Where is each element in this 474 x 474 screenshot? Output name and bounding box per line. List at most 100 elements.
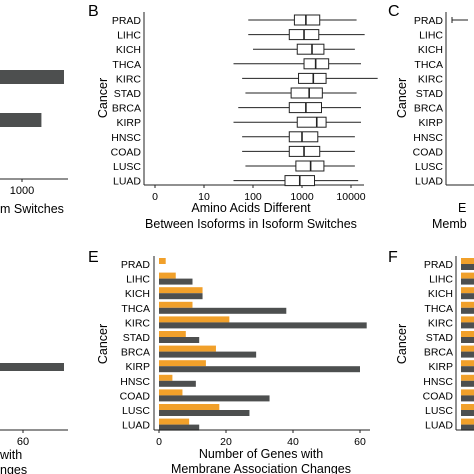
- panel-e-bar-gray-kirp: [159, 366, 360, 373]
- panel-d: 60 with nges: [0, 363, 68, 474]
- panel-e-bar-orange-lihc: [159, 272, 176, 279]
- panel-letter-c: C: [388, 3, 400, 20]
- panel-e-category-label-kirp: KIRP: [125, 361, 150, 373]
- panel-b-category-label-kich: KICH: [116, 44, 141, 56]
- panel-e: Cancer PRAD LIHC KICH THCA KIRC STAD BRCA KIRP H…: [96, 256, 370, 474]
- panel-f-bars: [461, 258, 474, 431]
- panel-f: Cancer PRAD LIHC KICH THCA KIRC STAD BRCA KIRP H…: [395, 256, 474, 432]
- panel-e-category-label-brca: BRCA: [121, 347, 150, 359]
- panel-f-category-label-hnsc: HNSC: [423, 376, 453, 388]
- panel-f-bar-gray-lusc: [461, 410, 474, 416]
- panel-f-category-label-kirp: KIRP: [428, 361, 453, 373]
- panel-c-category-label-lusc: LUSC: [415, 161, 443, 173]
- panel-a-bar-1: [0, 113, 42, 127]
- panel-f-bar-gray-kirc: [461, 322, 474, 329]
- panel-b-category-label-brca: BRCA: [112, 103, 141, 115]
- panel-b-category-label-luad: LUAD: [113, 176, 141, 188]
- panel-c-category-label-lihc: LIHC: [419, 30, 443, 42]
- panel-f-bar-orange-luad: [461, 418, 474, 425]
- panel-b-x-label-line1: Amino Acids Different: [191, 201, 311, 215]
- panel-e-category-label-kirc: KIRC: [125, 317, 151, 329]
- panel-e-category-label-lihc: LIHC: [126, 274, 150, 286]
- panel-d-bar-0: [0, 363, 64, 371]
- panel-b-category-label-thca: THCA: [112, 59, 141, 71]
- panel-e-bar-orange-luad: [159, 418, 190, 425]
- panel-b-boxes: [233, 14, 378, 187]
- panel-e-x-label-line1: Number of Genes with: [199, 447, 323, 461]
- panel-b-category-label-coad: COAD: [111, 146, 142, 158]
- panel-b-x-tick-label: 1000: [290, 191, 314, 203]
- panel-e-bar-gray-lihc: [159, 278, 193, 285]
- panel-b-box-hnsc: [288, 131, 319, 143]
- panel-letter-f: F: [388, 249, 398, 266]
- panel-e-category-label-lusc: LUSC: [122, 405, 150, 417]
- panel-b-category-label-hnsc: HNSC: [111, 132, 141, 144]
- panel-b-category-label-kirc: KIRC: [116, 73, 142, 85]
- panel-a-bar-0: [0, 70, 64, 84]
- panel-f-bar-orange-thca: [461, 301, 474, 308]
- panel-e-bar-orange-kirp: [159, 360, 206, 367]
- panel-a-x-tick-label: 1000: [10, 185, 34, 197]
- panel-f-y-label: Cancer: [395, 324, 409, 364]
- panel-c: Cancer PRAD LIHC KICH THCA KIRC STAD BRCA KIRP H…: [395, 12, 474, 231]
- panel-b-x-tick-label: 100: [244, 191, 262, 203]
- panel-c-category-label-prad: PRAD: [414, 15, 444, 27]
- panel-c-category-labels: PRAD LIHC KICH THCA KIRC STAD BRCA KIRP HNSC COAD…: [413, 15, 444, 188]
- panel-e-x-tick-label: 0: [156, 436, 162, 448]
- panel-f-category-label-brca: BRCA: [424, 347, 453, 359]
- panel-b-box-kich: [296, 43, 325, 55]
- panel-c-category-label-hnsc: HNSC: [413, 132, 443, 144]
- panel-c-x-label-fragment-1: E: [458, 201, 466, 215]
- panel-f-bar-orange-hnsc: [461, 374, 474, 381]
- panel-f-bar-orange-lusc: [461, 404, 474, 410]
- panel-e-x-tick-label: 20: [220, 436, 232, 448]
- panel-b-category-label-stad: STAD: [114, 88, 142, 100]
- panel-e-bars: [159, 258, 367, 431]
- panel-c-category-label-coad: COAD: [413, 146, 444, 158]
- panel-f-category-label-luad: LUAD: [425, 420, 453, 432]
- panel-e-y-label: Cancer: [96, 324, 110, 364]
- panel-f-bar-gray-prad: [461, 264, 474, 270]
- panel-e-bar-orange-lusc: [159, 404, 220, 410]
- panel-e-bar-gray-kirc: [159, 322, 367, 329]
- panel-b-category-labels: PRAD LIHC KICH THCA KIRC STAD BRCA KIRP HNSC COAD…: [111, 15, 142, 188]
- panel-e-category-label-hnsc: HNSC: [120, 376, 150, 388]
- panel-f-bar-orange-brca: [461, 345, 474, 352]
- panel-d-x-tick-label: 60: [17, 436, 29, 448]
- panel-e-bar-gray-hnsc: [159, 380, 196, 387]
- panel-f-bar-orange-coad: [461, 389, 474, 396]
- panel-d-bars: [0, 363, 64, 371]
- panel-f-bar-gray-kirp: [461, 366, 474, 373]
- panel-a-bars: [0, 70, 64, 127]
- panel-e-category-label-kich: KICH: [125, 288, 150, 300]
- panel-c-category-label-stad: STAD: [416, 88, 444, 100]
- panel-e-x-label-line2: Membrane Association Changes: [171, 462, 351, 474]
- panel-f-bar-gray-lihc: [461, 278, 474, 285]
- panel-e-x-tick-label: 60: [354, 436, 366, 448]
- panel-e-bar-gray-lusc: [159, 410, 250, 416]
- panel-c-category-label-thca: THCA: [414, 59, 443, 71]
- panel-e-category-label-prad: PRAD: [121, 259, 151, 271]
- panel-c-category-label-kich: KICH: [418, 44, 443, 56]
- panel-a-x-label: m Switches: [0, 202, 64, 216]
- panel-e-bar-orange-stad: [159, 331, 186, 337]
- panel-c-category-label-kirc: KIRC: [418, 73, 444, 85]
- panel-f-bar-gray-brca: [461, 351, 474, 358]
- panel-b-category-label-prad: PRAD: [112, 15, 142, 27]
- panel-e-bar-orange-thca: [159, 301, 193, 308]
- panel-e-bar-gray-kich: [159, 293, 203, 300]
- panel-f-category-labels: PRAD LIHC KICH THCA KIRC STAD BRCA KIRP HNSC COAD…: [423, 259, 454, 432]
- panel-e-x-tick-label: 40: [287, 436, 299, 448]
- panel-e-bar-gray-brca: [159, 351, 257, 358]
- panel-e-category-label-coad: COAD: [120, 390, 151, 402]
- panel-f-bar-orange-kirp: [461, 360, 474, 367]
- panel-c-x-label-fragment-2: Memb: [432, 217, 467, 231]
- panel-b-category-label-lusc: LUSC: [113, 161, 141, 173]
- panel-b: Cancer PRAD LIHC KICH THCA KIRC STAD BRCA KIRP H…: [96, 12, 378, 231]
- panel-f-bar-gray-kich: [461, 293, 474, 300]
- panel-b-x-label-line2: Between Isoforms in Isoform Switches: [145, 217, 357, 231]
- panel-f-category-label-kirc: KIRC: [428, 317, 454, 329]
- panel-f-bar-gray-coad: [461, 395, 474, 402]
- panel-b-category-label-kirp: KIRP: [116, 117, 141, 129]
- panel-f-category-label-lusc: LUSC: [425, 405, 453, 417]
